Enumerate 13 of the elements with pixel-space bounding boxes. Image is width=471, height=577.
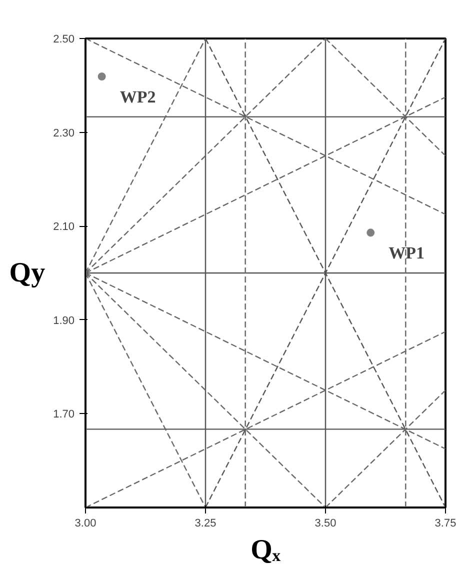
annotation: WP1 [388,244,425,263]
y-tick-label: 2.30 [53,127,75,140]
y-tick-label: 1.90 [53,314,75,327]
x-tick-label: 3.00 [74,518,96,530]
y-tick-label: 2.10 [53,221,75,234]
x-axis-title: Qₓ [250,534,282,566]
y-tick-label: 1.70 [53,408,75,421]
annotation: WP2 [120,87,156,106]
x-tick-label: 3.25 [194,518,216,530]
x-tick-label: 3.75 [434,518,456,530]
y-axis-title: Qy [9,258,46,288]
y-tick-label: 2.50 [53,34,75,46]
x-tick-label: 3.50 [314,518,336,530]
